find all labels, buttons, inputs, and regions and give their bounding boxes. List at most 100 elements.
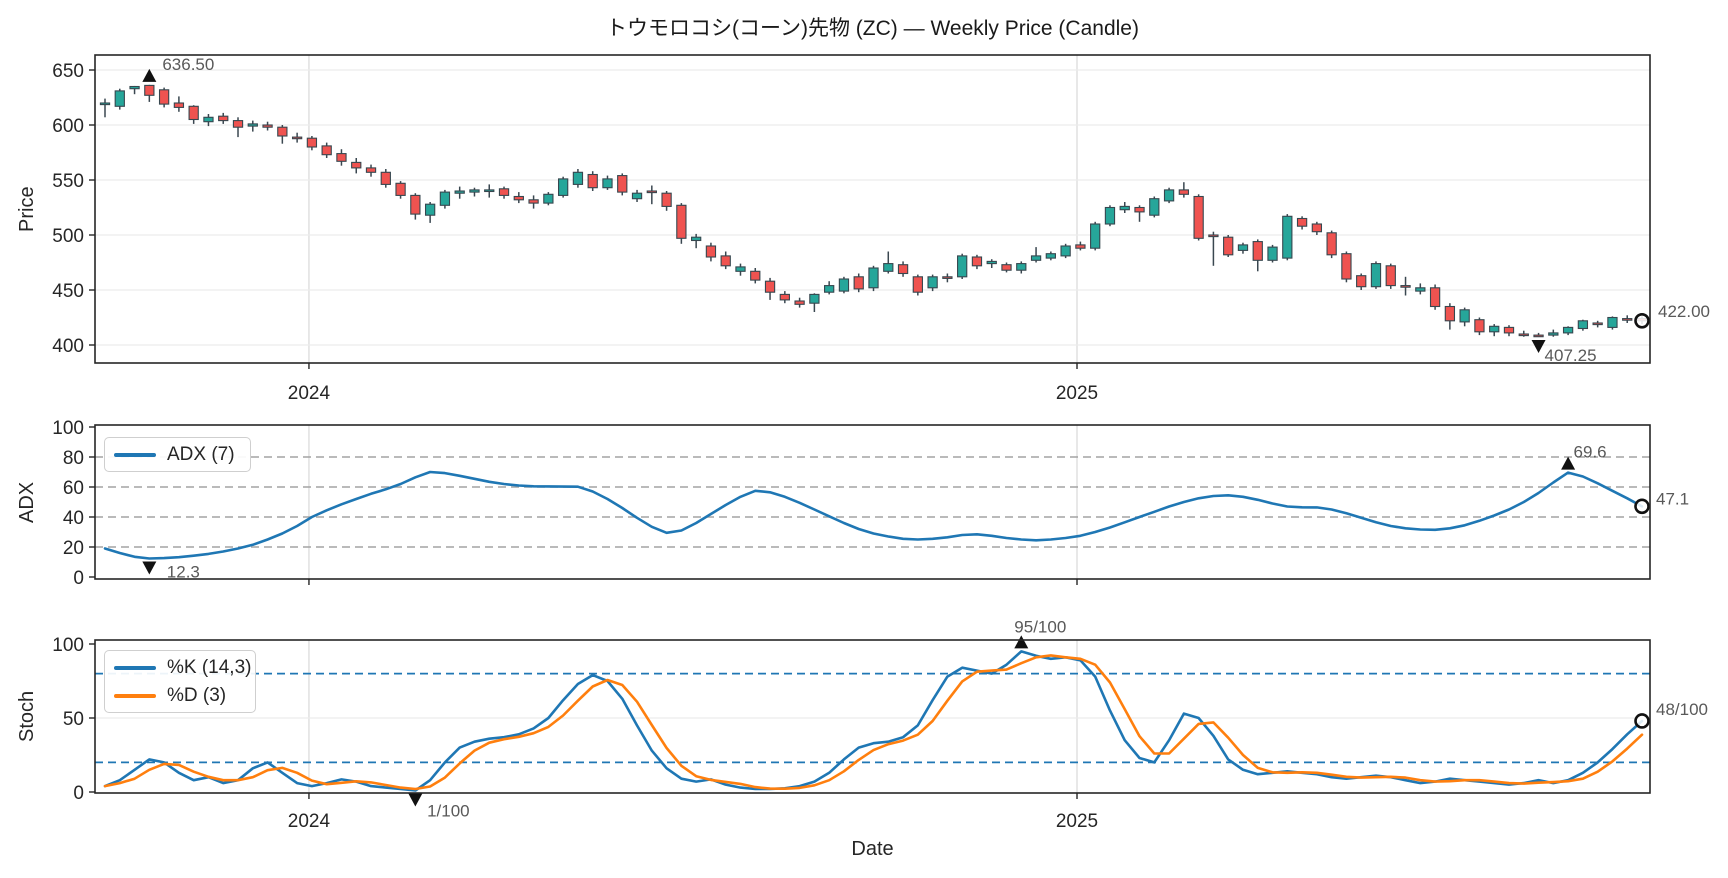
- adx-ytick-label: 80: [63, 448, 84, 469]
- price-triangle-up-marker: [142, 68, 157, 82]
- candle-up: [439, 191, 451, 206]
- candle-down: [676, 204, 687, 239]
- price-ytick-label: 550: [52, 171, 84, 192]
- stoch-ytick-label: 50: [63, 709, 84, 730]
- candle-down: [661, 192, 672, 207]
- price-annotation-label: 422.00: [1658, 302, 1710, 321]
- candle-up: [824, 285, 835, 293]
- candle-down: [1592, 322, 1603, 326]
- date-axis-label: Date: [851, 838, 894, 860]
- stoch-annotation-label: 48/100: [1656, 700, 1708, 719]
- adx-annotation-label: 69.6: [1574, 443, 1607, 462]
- stoch-background: [95, 640, 1650, 793]
- adx-ytick-label: 0: [73, 568, 84, 589]
- candle-up: [1370, 263, 1382, 288]
- candle-up: [469, 189, 480, 193]
- candle-down: [750, 270, 761, 281]
- candle-down: [1518, 333, 1529, 337]
- adx-annotation-label: 47.1: [1656, 489, 1689, 508]
- candle-up: [543, 193, 554, 204]
- candle-down: [779, 293, 790, 301]
- adx-line-sample-icon: [114, 452, 156, 457]
- candle-down: [513, 195, 524, 201]
- stoch-border: [94, 639, 1651, 794]
- stoch-xtick-label: 2025: [1056, 811, 1098, 832]
- candle-down: [617, 175, 628, 193]
- candle-down: [277, 126, 288, 137]
- candle-up: [1459, 309, 1470, 323]
- candle-down: [321, 145, 332, 156]
- candle-down: [336, 153, 347, 162]
- price-annotation-label: 407.25: [1545, 346, 1597, 365]
- d-line-sample-icon: [114, 693, 156, 698]
- candle-up: [1607, 316, 1618, 328]
- candle-down: [1075, 244, 1086, 249]
- price-ytick-label: 500: [52, 226, 84, 247]
- candle-up: [424, 203, 436, 216]
- candle-down: [1326, 232, 1337, 256]
- k-line-sample-icon: [114, 665, 156, 670]
- price-border: [94, 54, 1651, 364]
- price-ytick-label: 450: [52, 281, 84, 302]
- candle-down: [1429, 287, 1441, 308]
- adx-legend: ADX (7): [104, 437, 251, 472]
- stoch-annotation-label: 95/100: [1014, 617, 1066, 636]
- price-xtick-label: 2025: [1056, 383, 1098, 404]
- adx-ytick-label: 60: [63, 478, 84, 499]
- stoch-triangle-down-marker: [408, 793, 423, 807]
- candle-down: [897, 264, 909, 275]
- candle-down: [1474, 319, 1485, 333]
- candle-up: [986, 260, 997, 265]
- price-annotation-label: 636.50: [162, 55, 214, 74]
- candle-down: [1622, 318, 1633, 321]
- adx-triangle-down-marker: [142, 561, 157, 575]
- candle-up: [1163, 189, 1175, 202]
- candle-down: [528, 199, 539, 204]
- adx-ytick-label: 40: [63, 508, 84, 529]
- stoch-legend-row-k: %K (14,3): [114, 654, 251, 682]
- candle-down: [1193, 195, 1204, 239]
- candle-down: [794, 300, 805, 305]
- candle-down: [720, 255, 731, 267]
- candle-down: [395, 182, 406, 196]
- chart-title: トウモロコシ(コーン)先物 (ZC) — Weekly Price (Candl…: [606, 17, 1139, 40]
- price-ytick-label: 650: [52, 61, 84, 82]
- candle-up: [1282, 215, 1293, 259]
- candle-up: [1090, 223, 1101, 249]
- candle-up: [99, 102, 111, 106]
- price-ytick-label: 600: [52, 116, 84, 137]
- stoch-legend: %K (14,3) %D (3): [104, 650, 256, 713]
- candle-up: [114, 90, 125, 107]
- candle-down: [1296, 217, 1308, 227]
- stoch-legend-row-d: %D (3): [114, 682, 245, 710]
- price-circle-marker: [1634, 312, 1650, 329]
- candle-up: [691, 236, 702, 242]
- candle-down: [365, 167, 377, 173]
- candle-down: [1341, 253, 1352, 280]
- candle-down: [1311, 223, 1323, 233]
- candle-down: [498, 188, 510, 196]
- candle-up: [735, 266, 746, 272]
- candle-up: [1030, 255, 1042, 261]
- candle-down: [1178, 189, 1190, 195]
- candle-up: [1045, 253, 1056, 259]
- adx-ytick-label: 20: [63, 538, 84, 559]
- price-background: [95, 55, 1650, 363]
- adx-triangle-up-marker: [1561, 456, 1576, 470]
- candle-up: [1548, 332, 1559, 336]
- candle-up: [868, 267, 879, 289]
- stoch-annotation-label: 1/100: [427, 802, 470, 821]
- candle-up: [1237, 244, 1249, 251]
- candle-up: [484, 189, 495, 193]
- candle-up: [1119, 205, 1130, 211]
- candle-down: [971, 256, 983, 267]
- candle-down: [1223, 236, 1234, 256]
- candle-up: [838, 278, 850, 292]
- price-ytick-label: 400: [52, 336, 84, 357]
- stoch-ytick-label: 100: [52, 635, 84, 656]
- adx-circle-marker: [1634, 498, 1650, 515]
- candle-down: [218, 115, 229, 122]
- stoch-series-line-1: [103, 654, 1644, 791]
- candle-down: [1134, 206, 1145, 213]
